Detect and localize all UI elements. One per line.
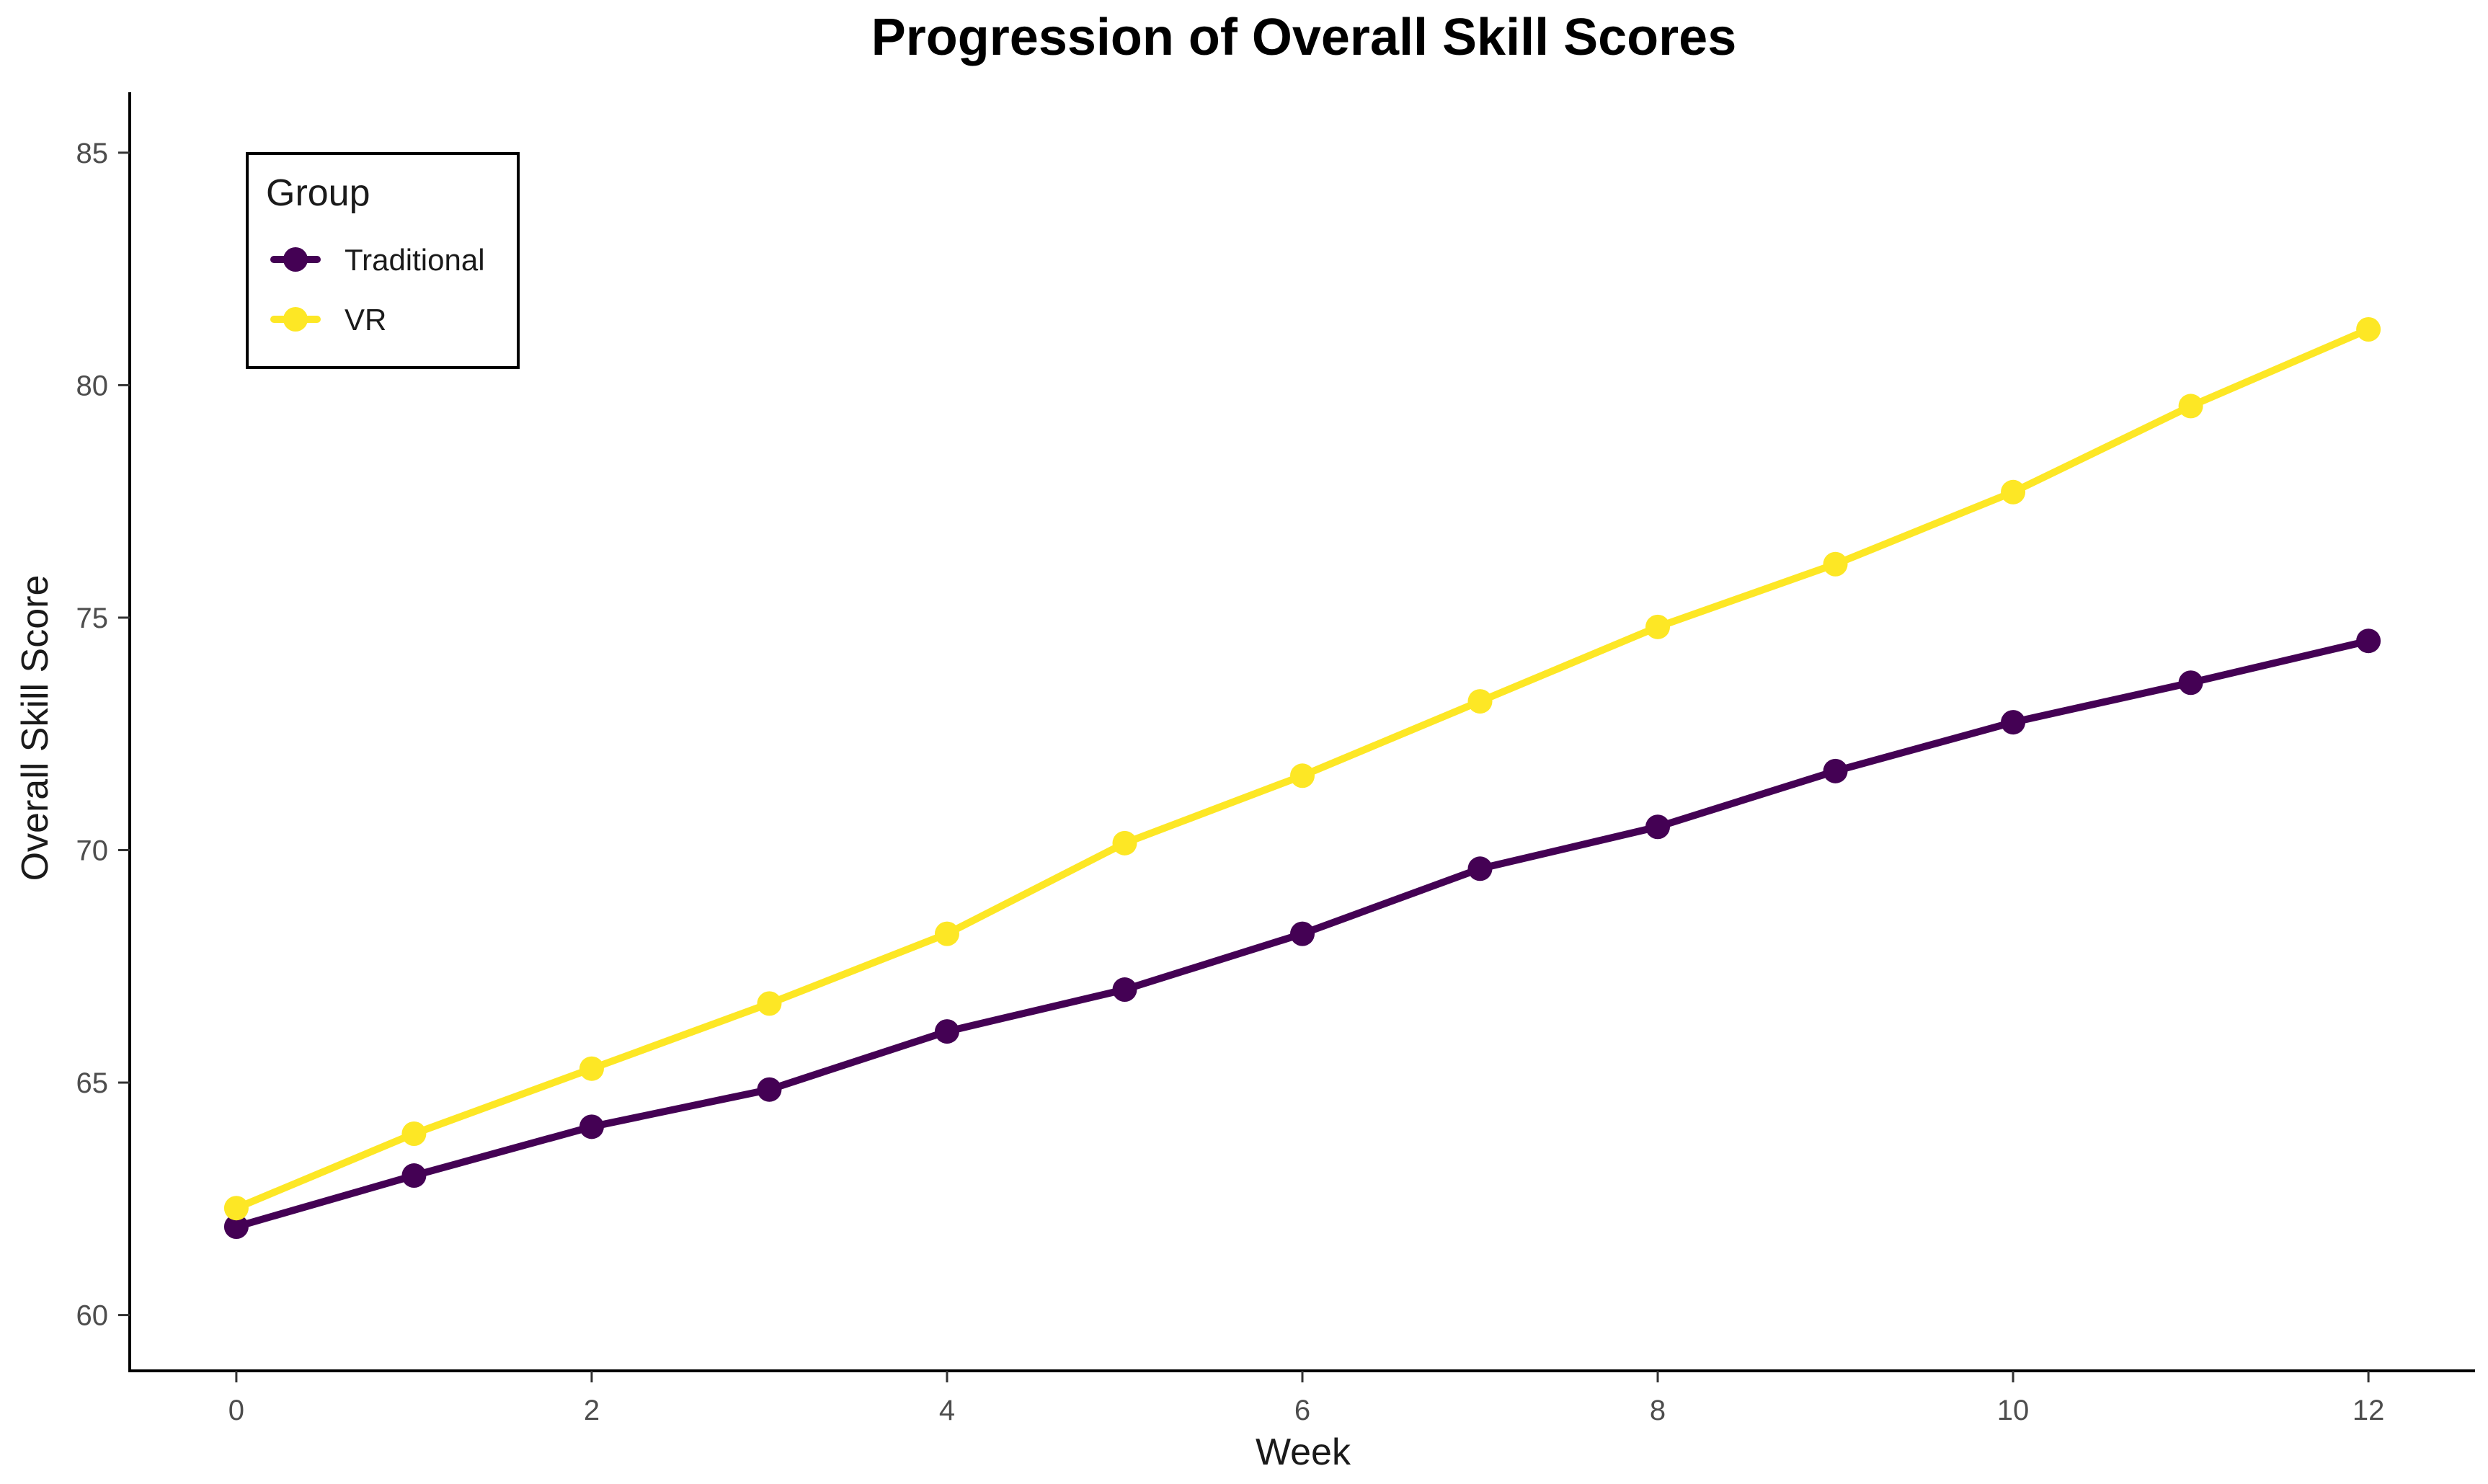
y-ticks: 60 65 70 75 80 85 bbox=[76, 138, 130, 1332]
legend-box bbox=[246, 152, 520, 369]
y-tick-label: 70 bbox=[76, 835, 109, 866]
data-point-traditional bbox=[1112, 977, 1137, 1003]
legend-item-traditional: Traditional bbox=[270, 243, 485, 277]
data-point-traditional bbox=[2178, 670, 2203, 696]
data-point-vr bbox=[1290, 763, 1315, 788]
legend-swatch-point bbox=[283, 247, 308, 272]
data-point-vr bbox=[579, 1056, 604, 1081]
data-point-vr bbox=[1112, 830, 1137, 856]
chart-title: Progression of Overall Skill Scores bbox=[871, 9, 1736, 66]
data-point-traditional bbox=[934, 1019, 959, 1044]
x-tick-label: 0 bbox=[228, 1395, 244, 1426]
data-point-vr bbox=[1645, 614, 1671, 639]
data-point-traditional bbox=[2356, 628, 2381, 654]
data-point-vr bbox=[223, 1196, 249, 1221]
data-point-traditional bbox=[223, 1214, 249, 1240]
y-tick-label: 85 bbox=[76, 138, 109, 169]
legend-title: Group bbox=[266, 172, 370, 214]
data-point-vr bbox=[2001, 479, 2026, 505]
data-point-traditional bbox=[1823, 758, 1848, 783]
y-tick-label: 65 bbox=[76, 1067, 109, 1099]
x-tick-label: 12 bbox=[2353, 1395, 2385, 1426]
data-point-traditional bbox=[1645, 814, 1671, 840]
x-axis-title: Week bbox=[1256, 1431, 1351, 1473]
data-point-vr bbox=[1467, 689, 1493, 714]
data-point-traditional bbox=[579, 1114, 604, 1139]
y-tick-label: 60 bbox=[76, 1300, 109, 1332]
y-axis-title: Overall Skill Score bbox=[14, 575, 56, 881]
y-tick-label: 80 bbox=[76, 370, 109, 401]
x-tick-label: 10 bbox=[1997, 1395, 2030, 1426]
data-point-traditional bbox=[401, 1163, 427, 1188]
series-vr bbox=[223, 316, 2381, 1221]
legend-items: Traditional VR bbox=[270, 243, 485, 337]
data-point-vr bbox=[1823, 551, 1848, 577]
x-tick-label: 8 bbox=[1650, 1395, 1666, 1426]
data-point-vr bbox=[934, 921, 959, 946]
data-point-traditional bbox=[757, 1077, 782, 1102]
x-tick-label: 4 bbox=[939, 1395, 955, 1426]
data-point-traditional bbox=[2001, 710, 2026, 735]
data-point-vr bbox=[2356, 316, 2381, 342]
data-point-vr bbox=[401, 1121, 427, 1147]
series-traditional bbox=[223, 628, 2381, 1240]
x-tick-label: 2 bbox=[584, 1395, 600, 1426]
x-tick-label: 6 bbox=[1294, 1395, 1310, 1426]
legend-label: Traditional bbox=[345, 243, 485, 277]
data-point-traditional bbox=[1467, 856, 1493, 881]
legend-item-vr: VR bbox=[270, 303, 386, 337]
series-layer bbox=[223, 316, 2381, 1240]
legend-label: VR bbox=[345, 303, 386, 337]
y-tick-label: 75 bbox=[76, 603, 109, 634]
data-point-traditional bbox=[1290, 921, 1315, 946]
data-point-vr bbox=[757, 991, 782, 1016]
legend: Group Traditional VR bbox=[246, 152, 520, 369]
legend-swatch-point bbox=[283, 307, 308, 332]
x-ticks: 0 2 4 6 8 10 12 bbox=[228, 1371, 2385, 1426]
data-point-vr bbox=[2178, 394, 2203, 419]
